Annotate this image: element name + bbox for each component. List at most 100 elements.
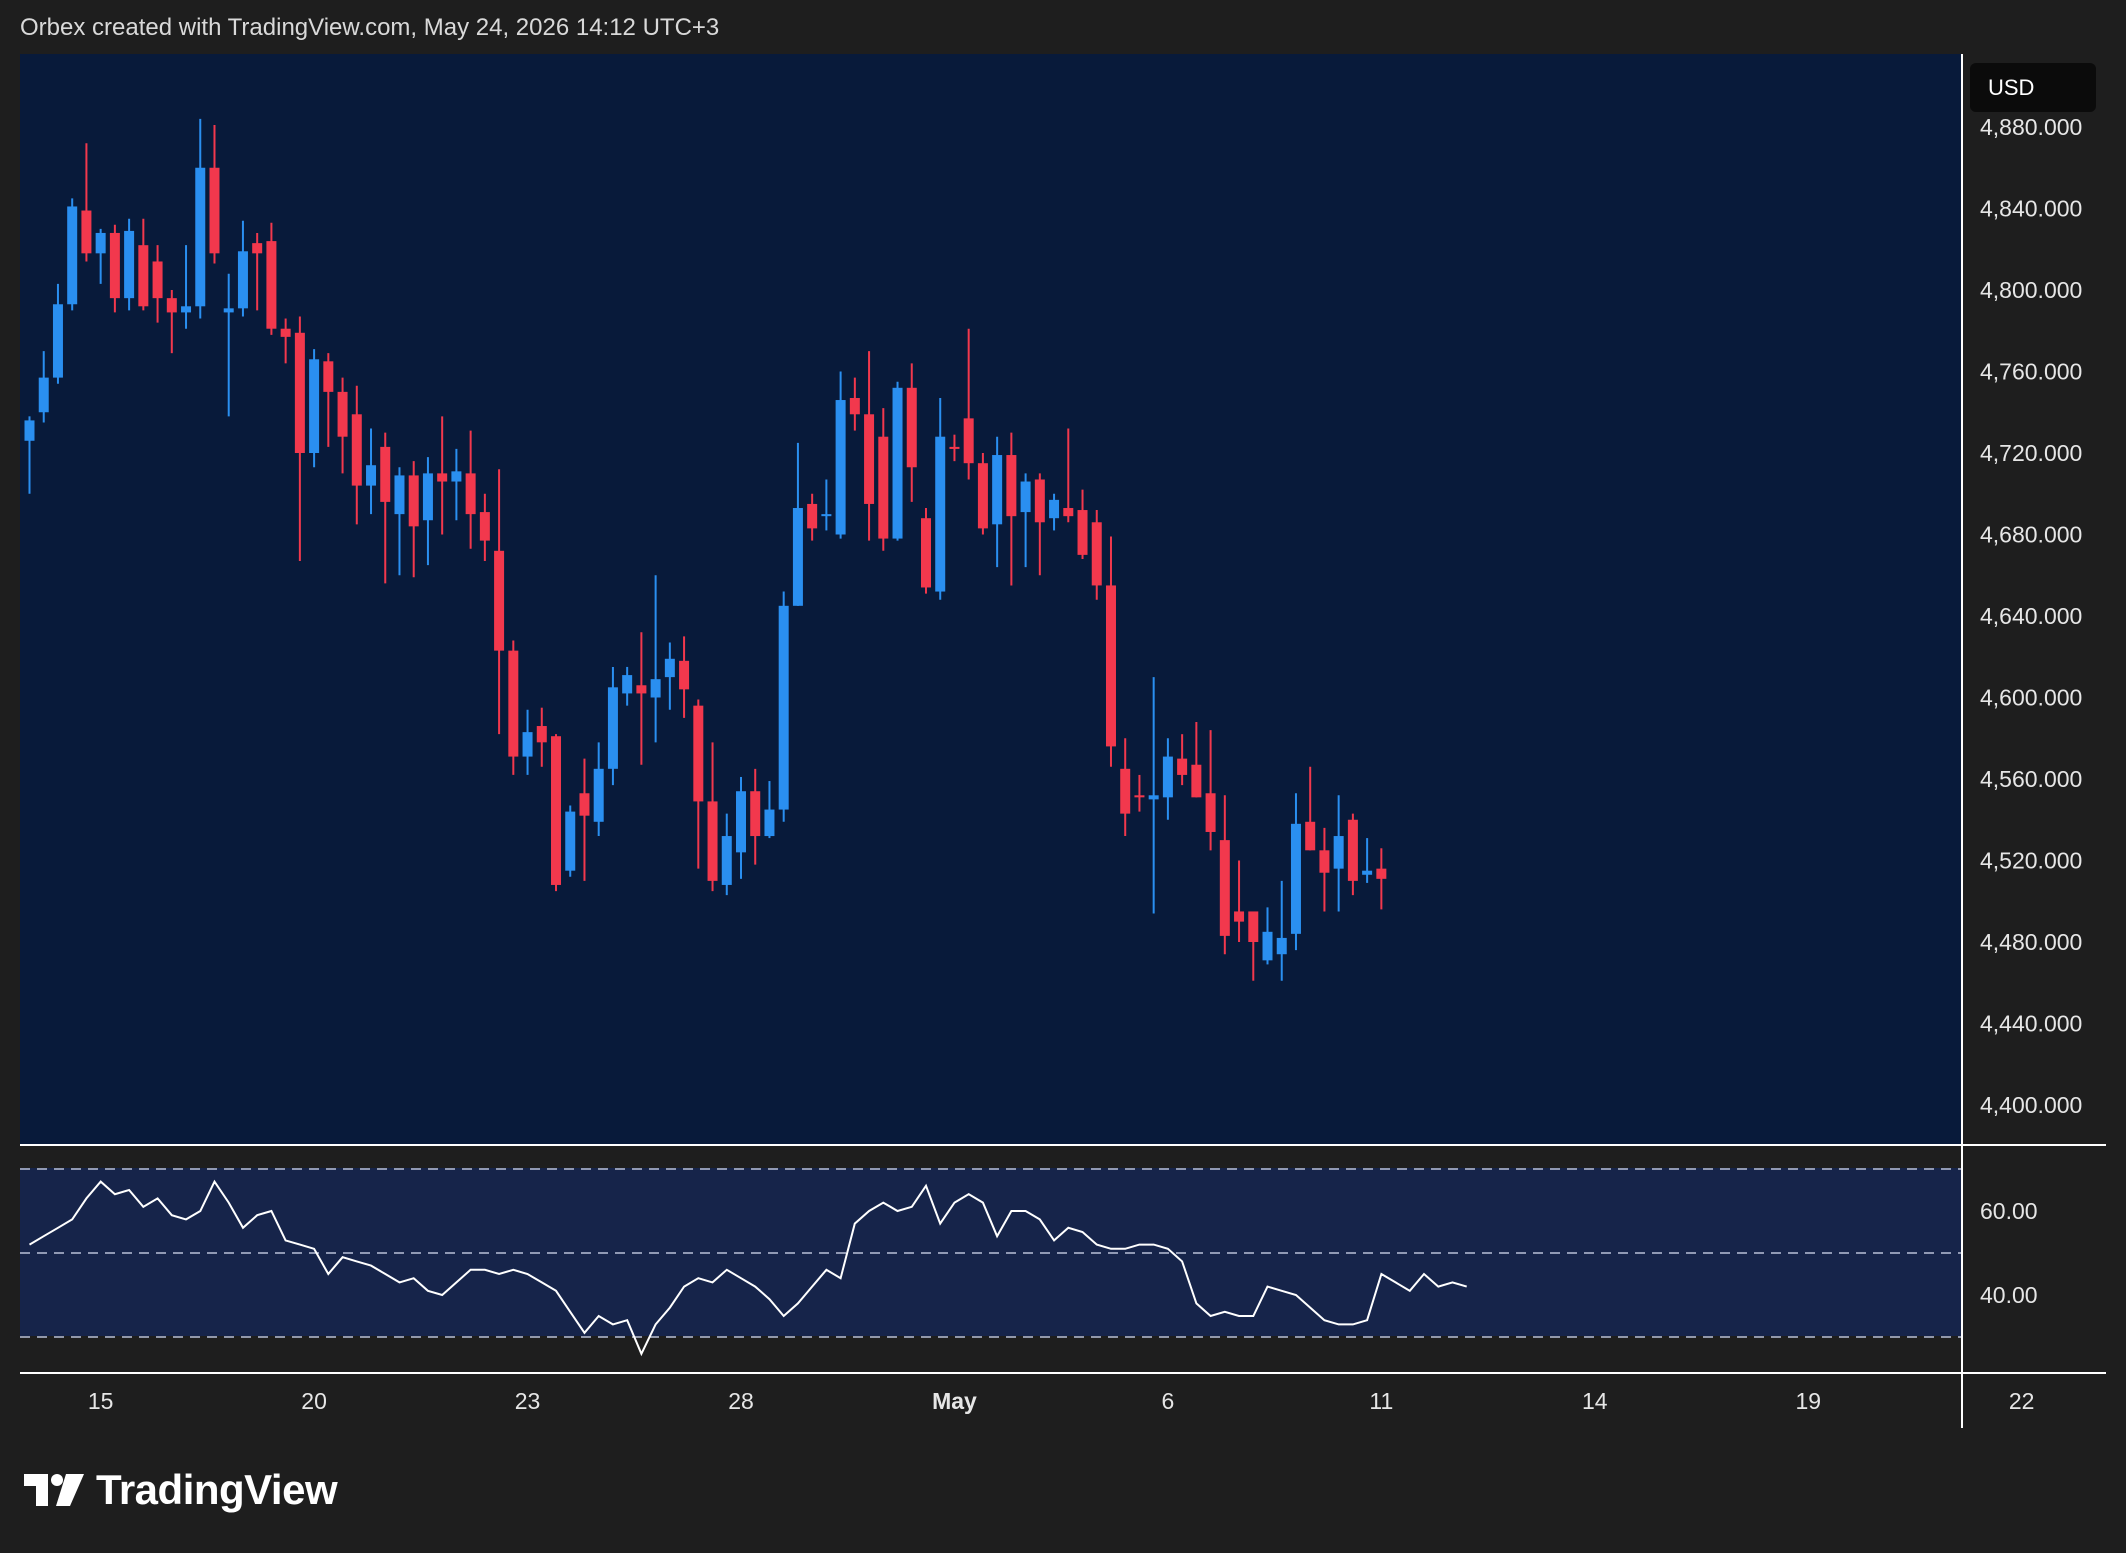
candle-body	[294, 332, 305, 453]
candle	[1162, 738, 1173, 820]
candle	[223, 273, 234, 417]
price-tick-label: 4,720.000	[1980, 440, 2082, 466]
candle	[878, 408, 889, 551]
candle-body	[380, 446, 391, 502]
rsi-tick-label: 60.00	[1980, 1198, 2038, 1224]
candle-body	[1362, 870, 1373, 875]
candle-body	[1134, 795, 1145, 798]
candle-body	[1219, 840, 1230, 936]
candle	[1248, 911, 1259, 981]
candle-body	[1020, 481, 1031, 513]
candle-body	[437, 473, 448, 482]
tradingview-logo-icon	[24, 1474, 84, 1506]
candle	[209, 124, 220, 264]
candle-body	[67, 206, 78, 305]
candle	[166, 290, 177, 354]
rsi-tick-label: 40.00	[1980, 1282, 2038, 1308]
rsi-axis-ticks: 60.00 40.00	[1980, 1198, 2038, 1308]
candle-body	[892, 387, 903, 539]
candle-body	[935, 436, 946, 592]
candle	[323, 353, 334, 447]
time-tick-label: 28	[728, 1388, 754, 1414]
rsi-line	[28, 1179, 1467, 1357]
candle	[280, 318, 291, 364]
candle-body	[408, 475, 419, 527]
rsi-band-lines	[20, 1168, 1962, 1338]
candle-body	[536, 726, 547, 743]
price-tick-label: 4,600.000	[1980, 685, 2082, 711]
candle-body	[81, 210, 92, 254]
candle	[1063, 428, 1074, 523]
tradingview-logo: TradingView	[22, 1465, 338, 1515]
candle	[778, 591, 789, 822]
candle	[1077, 489, 1088, 559]
candle-body	[736, 791, 746, 853]
candle	[1362, 838, 1373, 883]
candle	[95, 228, 106, 284]
tradingview-logo-text: TradingView	[96, 1466, 338, 1513]
candle	[309, 349, 320, 468]
candle	[1290, 793, 1301, 951]
candle-body	[906, 387, 917, 468]
candle-body	[565, 811, 576, 871]
candle-body	[792, 508, 803, 606]
candle	[536, 707, 547, 767]
candle-body	[721, 836, 732, 885]
candle	[607, 666, 618, 786]
candle	[351, 385, 362, 525]
candle	[707, 742, 718, 892]
time-tick-label: May	[932, 1388, 977, 1414]
candle	[195, 118, 206, 319]
candle	[408, 461, 419, 578]
candle	[650, 575, 661, 743]
price-tick-label: 4,440.000	[1980, 1011, 2082, 1037]
candle	[1262, 907, 1273, 965]
candle-body	[280, 328, 291, 337]
candle-body	[209, 167, 220, 254]
time-tick-label: 6	[1162, 1388, 1175, 1414]
candle	[721, 813, 732, 896]
candle	[152, 245, 163, 323]
candle	[451, 448, 462, 521]
candle	[1134, 774, 1145, 812]
candle	[1305, 766, 1316, 851]
candle-body	[351, 414, 362, 486]
time-tick-label: 15	[88, 1388, 114, 1414]
candle-body	[579, 793, 590, 816]
candle	[24, 416, 35, 494]
candle-body	[237, 251, 248, 309]
candle-body	[24, 420, 35, 441]
candle-body	[636, 685, 647, 694]
candle-body	[1091, 522, 1102, 586]
candle-body	[522, 732, 533, 757]
candle	[465, 430, 476, 549]
price-tick-label: 4,560.000	[1980, 766, 2082, 792]
candle-body	[1177, 758, 1188, 775]
candle	[992, 436, 1003, 568]
price-tick-label: 4,520.000	[1980, 848, 2082, 874]
price-tick-label: 4,480.000	[1980, 929, 2082, 955]
candle-body	[849, 397, 860, 415]
candle-body	[1347, 819, 1358, 881]
candle	[366, 428, 377, 515]
candle	[593, 742, 604, 837]
candle-body	[152, 261, 163, 299]
candle	[109, 224, 120, 313]
candle-body	[1319, 850, 1330, 873]
candle	[337, 377, 348, 474]
currency-badge[interactable]: USD	[1970, 63, 2096, 112]
candle	[664, 642, 675, 710]
candle	[1177, 734, 1188, 786]
candle	[38, 351, 49, 423]
candle	[252, 232, 263, 311]
candle-body	[252, 243, 263, 254]
time-tick-label: 23	[515, 1388, 541, 1414]
candle-body	[1034, 479, 1045, 523]
candle-body	[1290, 823, 1301, 934]
price-tick-label: 4,800.000	[1980, 277, 2082, 303]
time-tick-label: 20	[301, 1388, 327, 1414]
candle-body	[223, 308, 234, 313]
candle-body	[821, 514, 832, 517]
